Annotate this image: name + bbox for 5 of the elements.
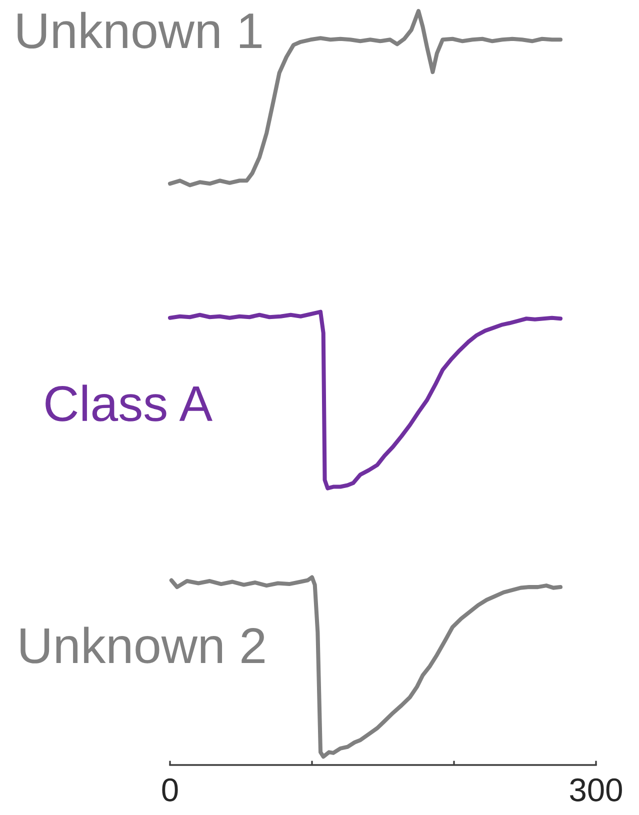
x-tick-label: 0	[162, 778, 178, 802]
series-label: Unknown 1	[18, 12, 262, 49]
x-tick-label: 300	[570, 778, 622, 802]
series-label: Class A	[46, 384, 212, 422]
series-label: Unknown 2	[20, 626, 264, 664]
